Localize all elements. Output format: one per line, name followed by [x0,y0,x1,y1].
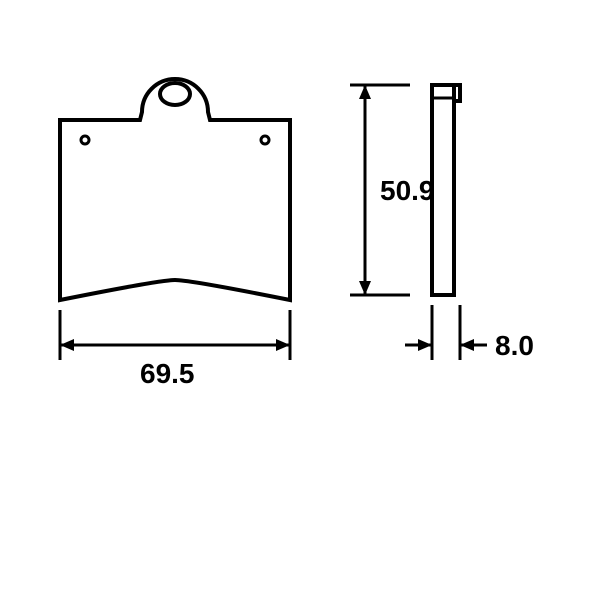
dimension-width [60,310,290,360]
mounting-hole-top [160,83,190,105]
width-label: 69.5 [140,358,195,390]
pad-outline [60,79,290,300]
dimension-thickness [405,305,487,360]
height-label: 50.9 [380,175,435,207]
side-outline [432,85,454,295]
side-view [432,85,460,295]
front-view [60,79,290,300]
technical-drawing [0,0,600,600]
thickness-label: 8.0 [495,330,534,362]
side-step [454,85,460,101]
